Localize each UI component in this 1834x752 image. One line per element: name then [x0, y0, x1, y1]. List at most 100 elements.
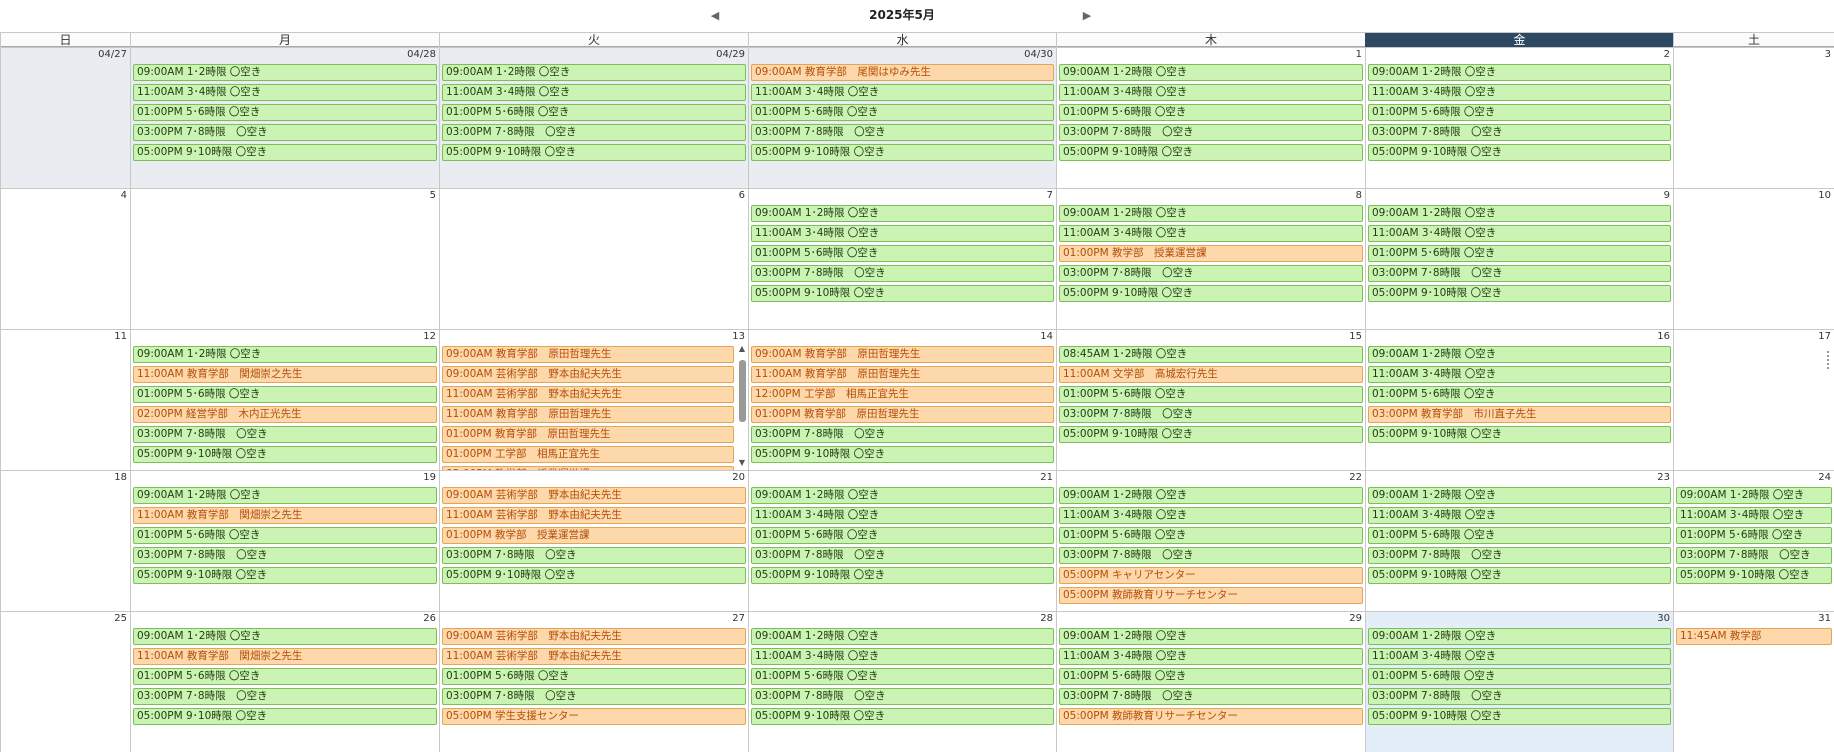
booked-event[interactable]: 01:00PM 教育学部 原田哲理先生: [442, 426, 734, 443]
day-cell[interactable]: 2 09:00AM 1･2時限 〇空き 11:00AM 3･4時限 〇空き 01:00…: [1365, 48, 1673, 188]
available-slot-event[interactable]: 03:00PM 7･8時限 〇空き: [751, 688, 1054, 705]
day-cell[interactable]: 26 09:00AM 1･2時限 〇空き 11:00AM 教育学部 関畑崇之先生 01…: [130, 612, 439, 752]
day-cell[interactable]: 24 09:00AM 1･2時限 〇空き 11:00AM 3･4時限 〇空き 01:0…: [1673, 471, 1834, 611]
booked-event[interactable]: 11:00AM 教育学部 関畑崇之先生: [133, 507, 437, 524]
available-slot-event[interactable]: 03:00PM 7･8時限 〇空き: [442, 547, 746, 564]
available-slot-event[interactable]: 01:00PM 5･6時限 〇空き: [133, 668, 437, 685]
next-month-icon[interactable]: ▶: [1082, 9, 1092, 22]
available-slot-event[interactable]: 03:00PM 7･8時限 〇空き: [133, 547, 437, 564]
available-slot-event[interactable]: 11:00AM 3･4時限 〇空き: [133, 84, 437, 101]
day-cell[interactable]: 22 09:00AM 1･2時限 〇空き 11:00AM 3･4時限 〇空き 01:0…: [1056, 471, 1365, 611]
available-slot-event[interactable]: 01:00PM 5･6時限 〇空き: [442, 668, 746, 685]
available-slot-event[interactable]: 05:00PM 9･10時限 〇空き: [1368, 708, 1671, 725]
available-slot-event[interactable]: 01:00PM 5･6時限 〇空き: [1368, 245, 1671, 262]
booked-event[interactable]: 11:00AM 芸術学部 野本由紀夫先生: [442, 507, 746, 524]
booked-event[interactable]: 09:00AM 教育学部 尾関はゆみ先生: [751, 64, 1054, 81]
day-cell[interactable]: 4: [0, 189, 130, 329]
available-slot-event[interactable]: 05:00PM 9･10時限 〇空き: [751, 567, 1054, 584]
available-slot-event[interactable]: 09:00AM 1･2時限 〇空き: [133, 628, 437, 645]
booked-event[interactable]: 01:00PM 工学部 相馬正宜先生: [442, 446, 734, 463]
day-cell[interactable]: 04/30 09:00AM 教育学部 尾関はゆみ先生 11:00AM 3･4時限 〇…: [748, 48, 1056, 188]
day-cell[interactable]: 11: [0, 330, 130, 470]
available-slot-event[interactable]: 01:00PM 5･6時限 〇空き: [1059, 104, 1363, 121]
day-cell[interactable]: 9 09:00AM 1･2時限 〇空き 11:00AM 3･4時限 〇空き 01:00…: [1365, 189, 1673, 329]
available-slot-event[interactable]: 01:00PM 5･6時限 〇空き: [751, 668, 1054, 685]
available-slot-event[interactable]: 09:00AM 1･2時限 〇空き: [1368, 205, 1671, 222]
available-slot-event[interactable]: 01:00PM 5･6時限 〇空き: [751, 527, 1054, 544]
available-slot-event[interactable]: 03:00PM 7･8時限 〇空き: [751, 124, 1054, 141]
day-cell[interactable]: 5: [130, 189, 439, 329]
available-slot-event[interactable]: 03:00PM 7･8時限 〇空き: [1368, 688, 1671, 705]
available-slot-event[interactable]: 05:00PM 9･10時限 〇空き: [133, 567, 437, 584]
available-slot-event[interactable]: 01:00PM 5･6時限 〇空き: [1368, 386, 1671, 403]
scroll-down-arrow-icon[interactable]: ▼: [738, 458, 746, 467]
available-slot-event[interactable]: 03:00PM 7･8時限 〇空き: [1676, 547, 1832, 564]
available-slot-event[interactable]: 03:00PM 7･8時限 〇空き: [1368, 124, 1671, 141]
available-slot-event[interactable]: 11:00AM 3･4時限 〇空き: [1059, 84, 1363, 101]
day-cell[interactable]: 16 09:00AM 1･2時限 〇空き 11:00AM 3･4時限 〇空き 01:0…: [1365, 330, 1673, 470]
available-slot-event[interactable]: 03:00PM 7･8時限 〇空き: [1059, 688, 1363, 705]
booked-event[interactable]: 11:00AM 教育学部 原田哲理先生: [442, 406, 734, 423]
available-slot-event[interactable]: 09:00AM 1･2時限 〇空き: [751, 487, 1054, 504]
day-cell[interactable]: 31 11:45AM 教学部: [1673, 612, 1834, 752]
available-slot-event[interactable]: 05:00PM 9･10時限 〇空き: [751, 446, 1054, 463]
booked-event[interactable]: 03:00PM 教育学部 市川直子先生: [1368, 406, 1671, 423]
booked-event[interactable]: 11:00AM 芸術学部 野本由紀夫先生: [442, 648, 746, 665]
available-slot-event[interactable]: 09:00AM 1･2時限 〇空き: [1059, 64, 1363, 81]
available-slot-event[interactable]: 01:00PM 5･6時限 〇空き: [133, 527, 437, 544]
available-slot-event[interactable]: 09:00AM 1･2時限 〇空き: [133, 487, 437, 504]
available-slot-event[interactable]: 11:00AM 3･4時限 〇空き: [1059, 225, 1363, 242]
available-slot-event[interactable]: 05:00PM 9･10時限 〇空き: [442, 567, 746, 584]
day-cell[interactable]: 04/29 09:00AM 1･2時限 〇空き 11:00AM 3･4時限 〇空き 0…: [439, 48, 748, 188]
available-slot-event[interactable]: 11:00AM 3･4時限 〇空き: [442, 84, 746, 101]
day-cell[interactable]: 04/28 09:00AM 1･2時限 〇空き 11:00AM 3･4時限 〇空き 0…: [130, 48, 439, 188]
day-cell[interactable]: 7 09:00AM 1･2時限 〇空き 11:00AM 3･4時限 〇空き 01:00…: [748, 189, 1056, 329]
available-slot-event[interactable]: 09:00AM 1･2時限 〇空き: [133, 64, 437, 81]
booked-event[interactable]: 01:00PM 教学部 授業運営課: [1059, 245, 1363, 262]
available-slot-event[interactable]: 05:00PM 9･10時限 〇空き: [133, 446, 437, 463]
available-slot-event[interactable]: 03:00PM 7･8時限 〇空き: [1059, 406, 1363, 423]
available-slot-event[interactable]: 01:00PM 5･6時限 〇空き: [751, 245, 1054, 262]
day-cell[interactable]: 04/27: [0, 48, 130, 188]
available-slot-event[interactable]: 05:00PM 9･10時限 〇空き: [751, 708, 1054, 725]
day-cell[interactable]: 30 09:00AM 1･2時限 〇空き 11:00AM 3･4時限 〇空き 01:0…: [1365, 612, 1673, 752]
available-slot-event[interactable]: 05:00PM 9･10時限 〇空き: [1059, 144, 1363, 161]
available-slot-event[interactable]: 01:00PM 5･6時限 〇空き: [442, 104, 746, 121]
available-slot-event[interactable]: 11:00AM 3･4時限 〇空き: [1368, 84, 1671, 101]
day-cell[interactable]: 10: [1673, 189, 1834, 329]
available-slot-event[interactable]: 01:00PM 5･6時限 〇空き: [1368, 104, 1671, 121]
available-slot-event[interactable]: 08:45AM 1･2時限 〇空き: [1059, 346, 1363, 363]
available-slot-event[interactable]: 05:00PM 9･10時限 〇空き: [442, 144, 746, 161]
available-slot-event[interactable]: 09:00AM 1･2時限 〇空き: [1059, 487, 1363, 504]
day-cell[interactable]: 20 09:00AM 芸術学部 野本由紀夫先生 11:00AM 芸術学部 野本由紀夫…: [439, 471, 748, 611]
available-slot-event[interactable]: 01:00PM 5･6時限 〇空き: [1368, 527, 1671, 544]
available-slot-event[interactable]: 11:00AM 3･4時限 〇空き: [1676, 507, 1832, 524]
available-slot-event[interactable]: 11:00AM 3･4時限 〇空き: [751, 648, 1054, 665]
available-slot-event[interactable]: 03:00PM 7･8時限 〇空き: [442, 688, 746, 705]
day-scrollbar[interactable]: ▲ ▼: [737, 344, 747, 468]
booked-event[interactable]: 01:00PM 教学部 授業運営課: [442, 527, 746, 544]
booked-event[interactable]: 11:45AM 教学部: [1676, 628, 1832, 645]
available-slot-event[interactable]: 01:00PM 5･6時限 〇空き: [1059, 386, 1363, 403]
available-slot-event[interactable]: 09:00AM 1･2時限 〇空き: [1059, 205, 1363, 222]
available-slot-event[interactable]: 09:00AM 1･2時限 〇空き: [1368, 628, 1671, 645]
booked-event[interactable]: 01:00PM 教育学部 原田哲理先生: [751, 406, 1054, 423]
day-cell[interactable]: 19 09:00AM 1･2時限 〇空き 11:00AM 教育学部 関畑崇之先生 01…: [130, 471, 439, 611]
available-slot-event[interactable]: 09:00AM 1･2時限 〇空き: [1368, 64, 1671, 81]
booked-event[interactable]: 05:00PM キャリアセンター: [1059, 567, 1363, 584]
day-cell[interactable]: 29 09:00AM 1･2時限 〇空き 11:00AM 3･4時限 〇空き 01:0…: [1056, 612, 1365, 752]
scrollbar-thumb[interactable]: [739, 360, 746, 422]
available-slot-event[interactable]: 03:00PM 7･8時限 〇空き: [133, 426, 437, 443]
available-slot-event[interactable]: 01:00PM 5･6時限 〇空き: [133, 104, 437, 121]
day-cell[interactable]: 25: [0, 612, 130, 752]
available-slot-event[interactable]: 01:00PM 5･6時限 〇空き: [1676, 527, 1832, 544]
available-slot-event[interactable]: 11:00AM 3･4時限 〇空き: [751, 84, 1054, 101]
available-slot-event[interactable]: 11:00AM 3･4時限 〇空き: [1368, 225, 1671, 242]
booked-event[interactable]: 09:00AM 芸術学部 野本由紀夫先生: [442, 628, 746, 645]
previous-month-icon[interactable]: ◀: [710, 9, 720, 22]
booked-event[interactable]: 05:00PM 学生支援センター: [442, 708, 746, 725]
booked-event[interactable]: 12:00PM 工学部 相馬正宜先生: [751, 386, 1054, 403]
available-slot-event[interactable]: 09:00AM 1･2時限 〇空き: [1368, 346, 1671, 363]
available-slot-event[interactable]: 11:00AM 3･4時限 〇空き: [1368, 648, 1671, 665]
day-cell[interactable]: 1 09:00AM 1･2時限 〇空き 11:00AM 3･4時限 〇空き 01:00…: [1056, 48, 1365, 188]
